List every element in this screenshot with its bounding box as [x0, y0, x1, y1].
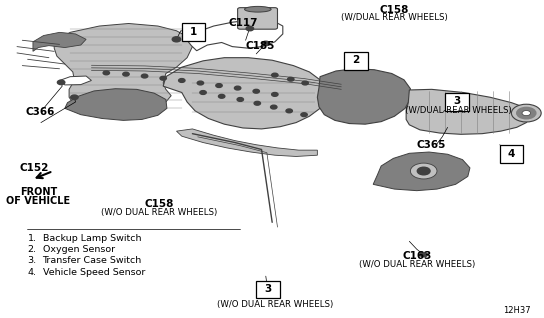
Circle shape [103, 71, 109, 75]
Circle shape [246, 26, 254, 31]
Circle shape [453, 100, 461, 105]
Circle shape [352, 58, 361, 63]
Circle shape [234, 86, 241, 90]
Text: C365: C365 [417, 140, 446, 150]
Text: (W/O DUAL REAR WHEELS): (W/O DUAL REAR WHEELS) [217, 300, 333, 308]
Text: 12H37: 12H37 [503, 306, 530, 315]
Circle shape [237, 98, 244, 101]
Circle shape [288, 77, 294, 81]
Circle shape [286, 109, 292, 113]
Text: Transfer Case Switch: Transfer Case Switch [42, 256, 142, 266]
Polygon shape [373, 152, 470, 191]
Text: (W/DUAL REAR WHEELS): (W/DUAL REAR WHEELS) [405, 107, 511, 115]
Text: 1: 1 [190, 27, 197, 37]
Polygon shape [54, 24, 193, 115]
Circle shape [216, 84, 222, 87]
Circle shape [123, 72, 129, 76]
Polygon shape [406, 89, 530, 134]
Text: C152: C152 [20, 163, 49, 174]
Polygon shape [65, 89, 167, 121]
Circle shape [178, 79, 185, 82]
Text: 1.: 1. [28, 234, 36, 243]
Text: (W/DUAL REAR WHEELS): (W/DUAL REAR WHEELS) [341, 13, 448, 22]
Text: 3: 3 [454, 96, 461, 107]
Circle shape [71, 95, 78, 100]
Polygon shape [317, 69, 410, 124]
Circle shape [141, 74, 148, 78]
Circle shape [517, 107, 536, 119]
Circle shape [200, 91, 206, 94]
FancyBboxPatch shape [238, 8, 277, 29]
Polygon shape [163, 58, 325, 129]
Text: C158: C158 [380, 4, 409, 15]
Text: C366: C366 [25, 107, 54, 117]
FancyBboxPatch shape [500, 145, 523, 163]
Text: Oxygen Sensor: Oxygen Sensor [42, 245, 115, 254]
Circle shape [410, 163, 437, 179]
Polygon shape [176, 129, 317, 156]
Circle shape [522, 111, 530, 116]
Text: (W/O DUAL REAR WHEELS): (W/O DUAL REAR WHEELS) [101, 208, 218, 217]
Text: FRONT: FRONT [20, 187, 57, 197]
Circle shape [511, 104, 541, 122]
Circle shape [301, 113, 307, 117]
Text: 3.: 3. [28, 256, 37, 266]
Text: C158: C158 [145, 199, 174, 209]
Text: 2.: 2. [28, 245, 36, 254]
Circle shape [219, 94, 225, 98]
Text: Vehicle Speed Sensor: Vehicle Speed Sensor [42, 267, 145, 277]
Circle shape [270, 105, 277, 109]
Circle shape [302, 81, 308, 85]
Circle shape [264, 286, 272, 291]
FancyBboxPatch shape [182, 24, 205, 41]
Text: OF VEHICLE: OF VEHICLE [6, 196, 70, 206]
Text: C185: C185 [246, 41, 275, 51]
Circle shape [420, 252, 428, 257]
FancyBboxPatch shape [256, 280, 280, 298]
Text: 3: 3 [264, 284, 271, 294]
Ellipse shape [245, 6, 271, 12]
Polygon shape [33, 32, 86, 51]
Circle shape [417, 167, 430, 175]
Circle shape [172, 37, 181, 42]
Circle shape [507, 152, 516, 157]
Text: C163: C163 [402, 251, 431, 260]
Text: 4.: 4. [28, 267, 36, 277]
Circle shape [160, 76, 166, 80]
Circle shape [254, 101, 261, 105]
Circle shape [262, 41, 269, 46]
FancyBboxPatch shape [446, 93, 469, 111]
Circle shape [58, 80, 65, 85]
Polygon shape [187, 20, 283, 51]
Text: 4: 4 [508, 149, 515, 159]
Text: Backup Lamp Switch: Backup Lamp Switch [42, 234, 141, 243]
Circle shape [271, 73, 278, 77]
Text: C117: C117 [228, 18, 258, 28]
Text: 2: 2 [353, 55, 360, 65]
FancyBboxPatch shape [344, 52, 368, 70]
Circle shape [197, 81, 203, 85]
Circle shape [253, 89, 259, 93]
Text: (W/O DUAL REAR WHEELS): (W/O DUAL REAR WHEELS) [358, 259, 475, 269]
Circle shape [271, 93, 278, 96]
Polygon shape [59, 76, 91, 85]
